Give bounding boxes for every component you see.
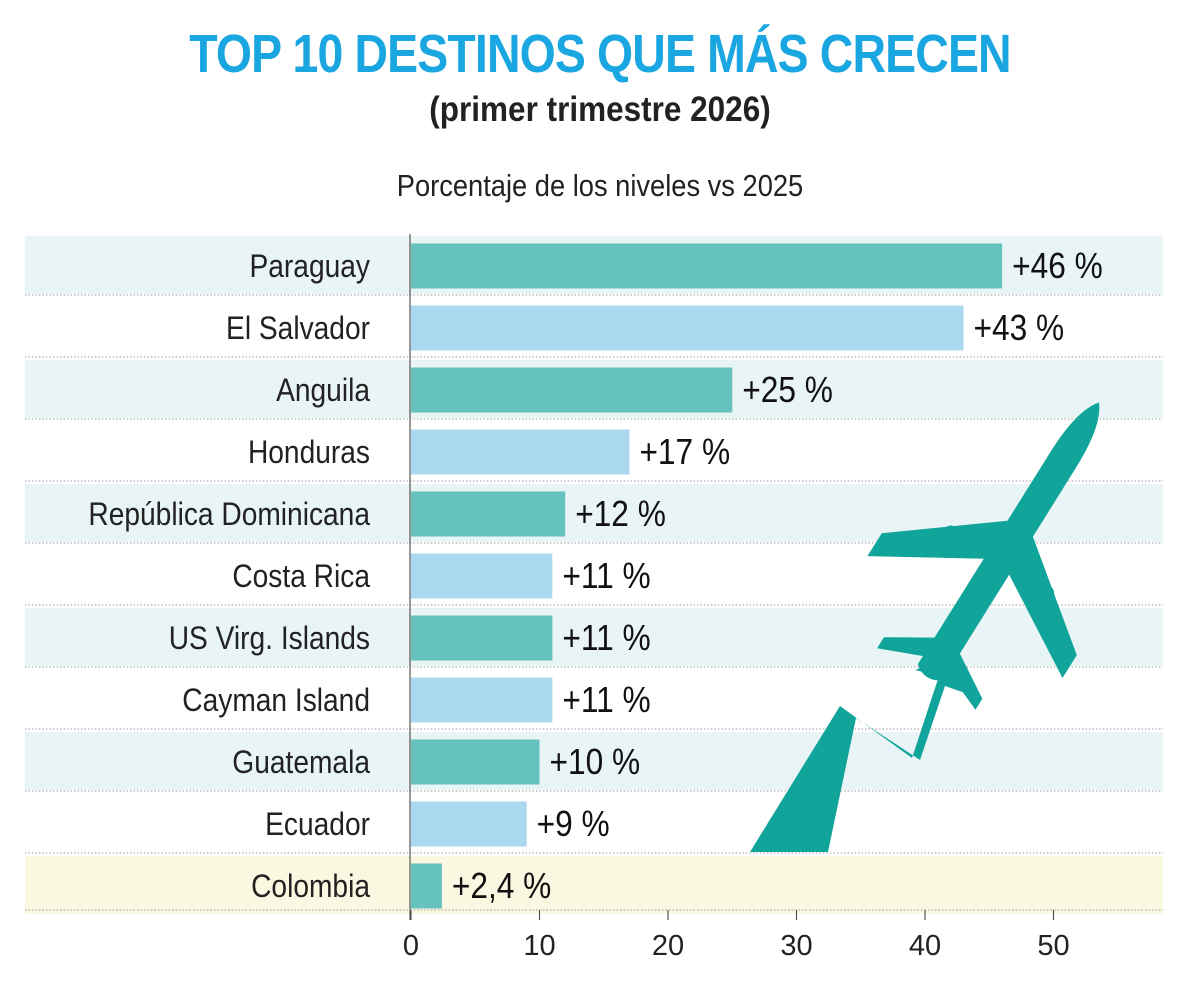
airplane-fuselage: [917, 402, 1100, 681]
category-label: Paraguay: [250, 249, 370, 284]
airplane-engine: [1032, 586, 1055, 616]
x-tick-label: 20: [652, 930, 684, 962]
bar: [411, 367, 733, 413]
category-label: Colombia: [251, 869, 370, 904]
data-label: +25 %: [742, 370, 833, 410]
x-tick-label: 50: [1037, 930, 1069, 962]
category-label: Cayman Island: [182, 683, 370, 718]
chart-subtitle: (primer trimestre 2026): [429, 90, 771, 129]
category-label: Ecuador: [265, 807, 370, 842]
chart-title: TOP 10 DESTINOS QUE MÁS CRECEN: [189, 24, 1011, 84]
category-label: US Virg. Islands: [169, 621, 370, 656]
data-label: +43 %: [974, 308, 1065, 348]
bar: [411, 553, 553, 599]
airplane-engine: [934, 525, 956, 554]
x-tick-label: 30: [780, 930, 812, 962]
category-label: El Salvador: [226, 311, 370, 346]
bar: [411, 243, 1003, 289]
row-band: [25, 732, 1163, 790]
x-tick-label: 10: [523, 930, 555, 962]
bar: [411, 677, 553, 723]
data-label: +17 %: [639, 432, 730, 472]
airplane-tailplane: [947, 652, 983, 710]
bar: [411, 305, 964, 351]
bar: [411, 863, 442, 909]
airplane-tailplane: [877, 637, 936, 657]
data-label: +12 %: [575, 494, 666, 534]
data-label: +11 %: [562, 680, 650, 720]
category-label: Anguila: [276, 373, 370, 408]
category-label: Costa Rica: [232, 559, 370, 594]
data-label: +9 %: [537, 804, 610, 844]
data-label: +11 %: [562, 618, 650, 658]
unit-label: Porcentaje de los niveles vs 2025: [396, 168, 804, 203]
bar: [411, 491, 566, 537]
bar: [411, 739, 540, 785]
data-label: +11 %: [562, 556, 650, 596]
data-label: +10 %: [550, 742, 641, 782]
category-label: Honduras: [248, 435, 370, 470]
x-tick-label: 0: [403, 930, 419, 962]
bar: [411, 801, 527, 847]
highlight-row-band: [25, 856, 1163, 914]
category-label: República Dominicana: [88, 497, 370, 532]
bar: [411, 429, 630, 475]
growth-arrow-icon: [750, 654, 968, 852]
airplane-icon: [867, 402, 1100, 710]
x-tick-label: 40: [909, 930, 941, 962]
category-label: Guatemala: [232, 745, 370, 780]
bar: [411, 615, 553, 661]
data-label: +2,4 %: [452, 866, 551, 906]
data-label: +46 %: [1012, 246, 1103, 286]
